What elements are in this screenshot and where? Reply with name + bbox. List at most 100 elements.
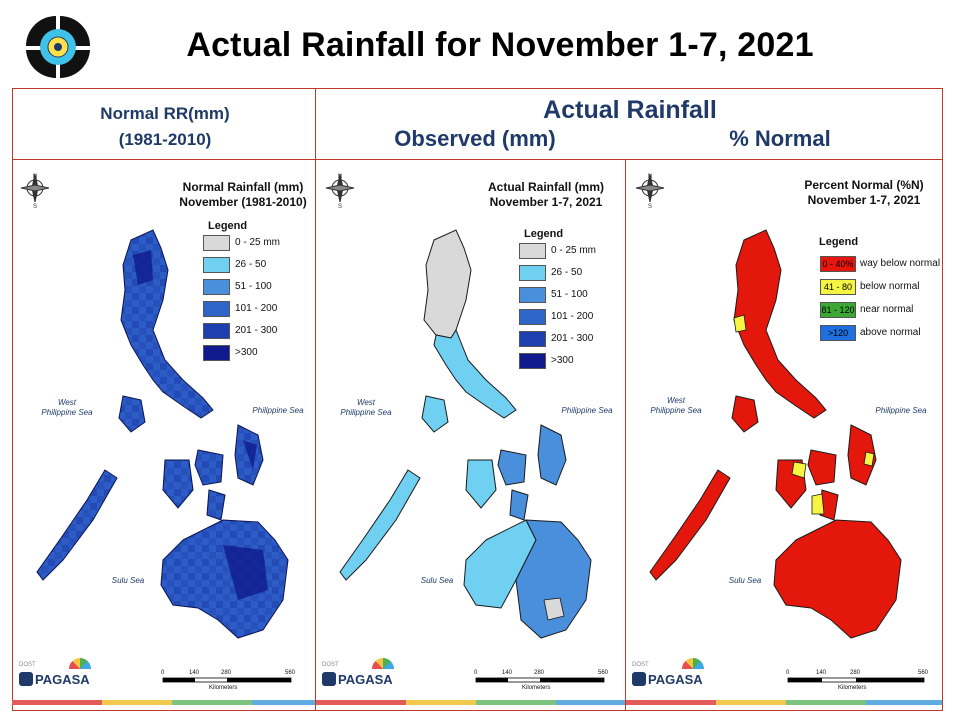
footer-stripe-green [172,700,252,705]
brand-name: PAGASA [338,672,393,687]
legend-observed: 0 - 25 mm 26 - 50 51 - 100 101 - 200 201 - 3… [519,243,623,373]
legend-label: >300 [235,347,258,358]
observed-header: Observed (mm) [394,126,556,151]
svg-text:S: S [33,204,37,210]
legend-item: 201 - 300 [203,323,313,340]
scale-label-1: 140 [816,670,827,676]
svg-text:S: S [648,204,652,210]
footer-stripe-green [476,700,556,705]
map-panel-observed: N S Actual Rainfall (mm) November 1-7, 2… [316,160,625,708]
scale-label-3: 560 [598,670,609,676]
footer-stripe-blue [556,700,625,705]
legend-item: 0 - 40% way below normal [820,256,940,273]
pagasa-brand-icon [19,672,33,686]
legend-label: 101 - 200 [551,311,594,322]
scale-bar [787,677,925,683]
footer-stripe-blue [252,700,315,705]
pagasa-brand-icon [632,672,646,686]
footer-stripe-red [626,700,716,705]
legend-label: 26 - 50 [235,259,267,270]
scale-label-1: 140 [189,670,200,676]
sea-label-sulu: Sulu Sea [111,576,145,585]
scale-label-0: 0 [786,670,790,676]
sea-label-sulu: Sulu Sea [420,576,454,585]
sea-label-west-2: Philippine Sea [650,406,702,415]
legend-normal: 0 - 25 mm 26 - 50 51 - 100 101 - 200 201 - 3… [203,235,313,365]
legend-swatch [519,243,546,259]
legend-item: >300 [203,345,313,362]
map-title-line2: November 1-7, 2021 [489,195,603,209]
map-title-line1: Percent Normal (%N) [804,178,924,192]
panel-frame-percent [625,159,943,711]
footer-stripe-red [12,700,102,705]
legend-item: 51 - 100 [203,279,313,296]
map-title-line1: Actual Rainfall (mm) [487,180,604,194]
legend-label: near normal [860,304,914,315]
svg-text:N: N [33,174,37,180]
map-panel-percent: N S Percent Normal (%N) November 1-7, 20… [626,160,942,708]
legend-percent: 0 - 40% way below normal 41 - 80 below norm… [820,256,940,356]
normal-header-line1: Normal RR(mm) [100,104,230,123]
scale-label-2: 280 [850,670,861,676]
sea-label-west-1: West [666,396,686,405]
legend-swatch [203,235,230,251]
legend-swatch [519,331,546,347]
legend-label: 26 - 50 [551,267,583,278]
legend-swatch [203,323,230,339]
footer-stripe-red [316,700,406,705]
brand-name: PAGASA [648,672,703,687]
footer-stripe-green [786,700,866,705]
legend-title: Legend [819,236,859,248]
north-arrow-icon [325,173,355,203]
brand-small: DOST [322,662,339,668]
scale-unit: Kilometers [209,685,238,691]
legend-item: >300 [519,353,623,370]
legend-swatch [519,287,546,303]
sea-label-east: Philippine Sea [561,406,613,415]
legend-label: below normal [860,281,920,292]
scale-bar [475,677,605,683]
svg-text:S: S [338,204,342,210]
legend-label: >300 [551,355,574,366]
actual-header: Actual Rainfall [543,96,717,124]
footer-stripe-yellow [716,700,786,705]
legend-label: 51 - 100 [235,281,272,292]
scale-label-3: 560 [285,670,296,676]
legend-label: 0 - 25 mm [551,245,597,256]
legend-label: 201 - 300 [235,325,278,336]
scale-label-0: 0 [161,670,165,676]
brand-name: PAGASA [35,672,90,687]
legend-item: 201 - 300 [519,331,623,348]
scale-label-3: 560 [918,670,929,676]
brand-small: DOST [19,662,36,668]
legend-item: 101 - 200 [519,309,623,326]
sea-label-east: Philippine Sea [875,406,927,415]
legend-label: 0 - 25 mm [235,237,281,248]
legend-swatch [203,301,230,317]
legend-swatch [203,279,230,295]
legend-label: above normal [860,327,921,338]
page-title: Actual Rainfall for November 1-7, 2021 [186,26,814,64]
legend-swatch [519,265,546,281]
map-panel-normal: N S Normal Rainfall (mm) November (1981-… [13,160,315,708]
percent-header: % Normal [729,126,831,151]
legend-item: 81 - 120 near normal [820,302,940,319]
brand-small: DOST [632,662,649,668]
footer-stripe-blue [866,700,942,705]
sea-label-west-2: Philippine Sea [41,408,93,417]
pagasa-logo-icon [24,14,92,80]
svg-text:N: N [648,174,652,180]
scale-bar [162,677,292,683]
scale-unit: Kilometers [522,685,551,691]
legend-swatch: >120 [820,325,856,341]
philippines-map-normal: N S [20,173,292,683]
sea-label-sulu: Sulu Sea [728,576,762,585]
legend-swatch: 41 - 80 [820,279,856,295]
legend-item: 26 - 50 [519,265,623,282]
legend-swatch [203,257,230,273]
legend-item: 101 - 200 [203,301,313,318]
umbrella-icon [372,658,394,669]
legend-swatch [519,353,546,369]
map-title-line2: November 1-7, 2021 [807,193,921,207]
legend-label: 201 - 300 [551,333,594,344]
